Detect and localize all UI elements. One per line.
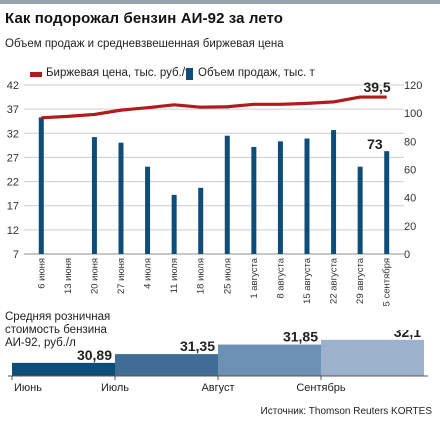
x-tick-label: 27 июня (116, 258, 127, 294)
legend-label-volume: Объем продаж, тыс. т (198, 67, 315, 79)
x-tick-label: 4 июля (143, 258, 154, 289)
top-accent-bar (0, 0, 440, 4)
x-tick-label: 22 августа (329, 257, 340, 304)
volume-bar (118, 142, 124, 254)
volume-bar (304, 138, 310, 254)
volume-bar (384, 151, 390, 254)
retail-value-label: 30,89 (77, 347, 112, 363)
y-left-tick-label: 12 (7, 225, 19, 237)
retail-bar (12, 362, 115, 376)
y-left-tick-label: 37 (7, 104, 19, 116)
y-right-tick-label: 100 (404, 108, 422, 120)
x-tick-label: 18 июля (196, 258, 207, 294)
y-left-tick-label: 32 (7, 128, 19, 140)
source-note: Источник: Thomson Reuters KORTES (260, 406, 432, 417)
volume-bar (91, 137, 97, 254)
price-line (41, 95, 387, 120)
volume-bar (251, 146, 257, 254)
retail-value-label: 31,35 (180, 338, 215, 354)
y-right-tick-label: 80 (404, 136, 416, 148)
x-tick-label: 20 июня (89, 258, 100, 294)
retail-month-label: Август (201, 382, 234, 394)
retail-month-label: Июль (101, 382, 129, 394)
chart-title: Как подорожал бензин АИ-92 за лето (5, 10, 284, 27)
retail-label-line-1: Средняя розничная (5, 311, 111, 323)
volume-bar (331, 130, 337, 254)
legend-swatch-price-line (30, 72, 42, 77)
y-right-tick-label: 120 (404, 80, 422, 92)
volume-bar (145, 166, 151, 254)
volume-bar (198, 187, 204, 254)
y-left-tick-label: 7 (13, 249, 19, 261)
y-right-tick-label: 20 (404, 221, 416, 233)
retail-price-label: Средняя розничная стоимость бензина АИ-9… (5, 311, 125, 350)
y-right-tick-label: 60 (404, 165, 416, 177)
volume-bar (171, 194, 177, 254)
volume-bar (224, 135, 230, 254)
x-tick-label: 1 августа (249, 257, 260, 298)
y-right-tick-label: 0 (404, 249, 410, 261)
volume-end-label: 73 (367, 136, 383, 152)
retail-month-label: Сентябрь (296, 382, 346, 394)
legend-label-price: Биржевая цена, тыс. руб./т (46, 67, 191, 79)
y-right-tick-label: 40 (404, 193, 416, 205)
x-tick-label: 8 августа (275, 257, 286, 298)
volume-bar (277, 141, 283, 254)
x-tick-label: 5 сентября (382, 258, 393, 306)
volume-bar (357, 166, 363, 254)
weekly-price-volume-chart: 7 12 17 22 27 32 37 42 0 20 40 60 80 100 120 39,5 73 6 ию… (7, 80, 423, 306)
volume-bar (38, 117, 44, 254)
legend-swatch-volume-bar (186, 68, 193, 80)
retail-label-line-2: стоимость бензина АИ-92, руб./л (5, 324, 107, 349)
retail-bar (321, 339, 424, 376)
x-tick-label: 29 августа (355, 257, 366, 304)
retail-month-label: Июнь (14, 382, 42, 394)
y-left-tick-label: 27 (7, 152, 19, 164)
chart-subtitle: Объем продаж и средневзвешенная биржевая… (5, 38, 284, 50)
x-tick-label: 13 июня (63, 258, 74, 294)
retail-value-label: 32,1 (394, 330, 421, 340)
y-left-tick-label: 17 (7, 201, 19, 213)
retail-price-chart: 30,89 31,35 31,85 32,1 Июнь Июль Август Сентябр… (8, 330, 428, 394)
retail-bar (115, 354, 218, 376)
retail-bar (218, 344, 321, 376)
x-tick-label: 6 июня (36, 258, 47, 289)
x-tick-label: 11 июля (169, 258, 180, 293)
retail-value-label: 31,85 (283, 330, 318, 345)
x-tick-label: 15 августа (302, 257, 313, 304)
x-tick-label: 25 июля (222, 258, 233, 294)
price-end-label: 39,5 (363, 80, 390, 95)
y-left-tick-label: 22 (7, 177, 19, 189)
y-left-tick-label: 42 (7, 80, 19, 92)
